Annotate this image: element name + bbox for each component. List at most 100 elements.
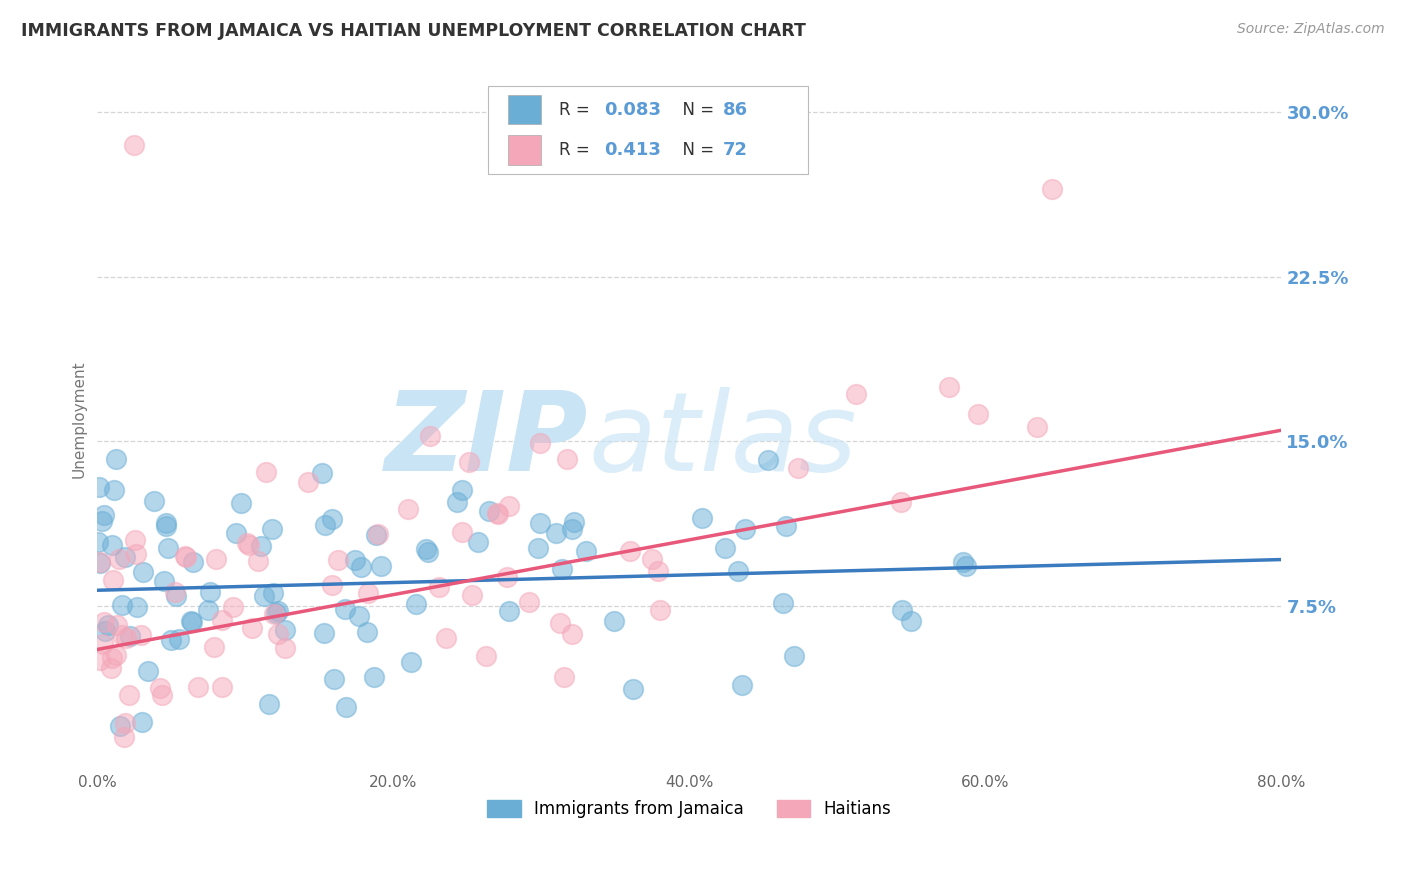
Point [274, 623, 297, 637]
Point [231, 496, 253, 510]
Point [205, 551, 228, 566]
Point [125, 547, 148, 561]
Point [363, 671, 385, 685]
Point [517, 595, 540, 609]
Point [163, 584, 186, 599]
Point [111, 628, 134, 642]
Point [254, 465, 277, 479]
Point [405, 597, 427, 611]
Point [91, 514, 114, 528]
Text: N =: N = [672, 141, 718, 159]
Point [149, 681, 172, 695]
Legend: Immigrants from Jamaica, Haitians: Immigrants from Jamaica, Haitians [481, 793, 898, 825]
Point [93, 624, 115, 638]
Point [112, 730, 135, 744]
Point [467, 535, 489, 549]
Point [136, 664, 159, 678]
Point [756, 453, 779, 467]
Point [127, 600, 149, 615]
Point [274, 641, 297, 656]
Point [641, 552, 664, 566]
Point [648, 603, 671, 617]
Point [108, 551, 131, 566]
Point [124, 533, 146, 548]
Point [561, 522, 583, 536]
Point [890, 603, 912, 617]
Point [97, 618, 120, 632]
Point [775, 519, 797, 533]
Point [344, 553, 367, 567]
Point [527, 541, 550, 556]
Point [890, 495, 912, 509]
Point [142, 493, 165, 508]
Point [434, 632, 457, 646]
Text: 0.083: 0.083 [605, 101, 661, 119]
Point [415, 542, 437, 557]
Point [222, 599, 245, 614]
Text: atlas: atlas [589, 387, 858, 494]
Point [124, 138, 146, 153]
Point [181, 555, 204, 569]
Point [114, 631, 136, 645]
Point [103, 483, 125, 497]
Point [247, 554, 270, 568]
Point [253, 589, 276, 603]
Point [155, 518, 177, 533]
Point [297, 475, 319, 489]
Point [266, 627, 288, 641]
Point [198, 584, 221, 599]
Text: 86: 86 [723, 101, 748, 119]
Point [529, 516, 551, 530]
Point [100, 661, 122, 675]
Point [356, 624, 378, 639]
Point [312, 625, 335, 640]
Point [187, 680, 209, 694]
Point [264, 607, 287, 621]
Bar [508, 95, 541, 125]
Point [322, 673, 344, 687]
Point [396, 501, 419, 516]
Point [734, 523, 756, 537]
Point [314, 518, 336, 533]
Point [250, 539, 273, 553]
Point [129, 628, 152, 642]
Point [105, 451, 128, 466]
Point [114, 715, 136, 730]
Point [101, 573, 124, 587]
Point [619, 544, 641, 558]
Point [498, 604, 520, 618]
Point [181, 615, 204, 629]
Point [202, 640, 225, 654]
Point [101, 651, 124, 665]
Point [475, 649, 498, 664]
Point [211, 613, 233, 627]
Point [461, 588, 484, 602]
Point [114, 549, 136, 564]
Text: R =: R = [560, 141, 595, 159]
Point [197, 602, 219, 616]
Point [446, 495, 468, 509]
Point [155, 516, 177, 530]
Point [357, 585, 380, 599]
Text: 72: 72 [723, 141, 748, 159]
Point [150, 688, 173, 702]
Point [152, 574, 174, 588]
Point [263, 607, 285, 621]
Point [91, 637, 114, 651]
Point [180, 614, 202, 628]
Point [105, 648, 128, 662]
Point [262, 586, 284, 600]
Point [260, 522, 283, 536]
Point [647, 565, 669, 579]
Point [458, 455, 481, 469]
Point [731, 678, 754, 692]
Point [366, 528, 388, 542]
Point [603, 614, 626, 628]
Bar [508, 136, 541, 165]
Point [575, 543, 598, 558]
Text: N =: N = [672, 101, 718, 119]
Point [486, 506, 509, 520]
Point [108, 719, 131, 733]
Point [311, 467, 333, 481]
Point [174, 550, 197, 565]
